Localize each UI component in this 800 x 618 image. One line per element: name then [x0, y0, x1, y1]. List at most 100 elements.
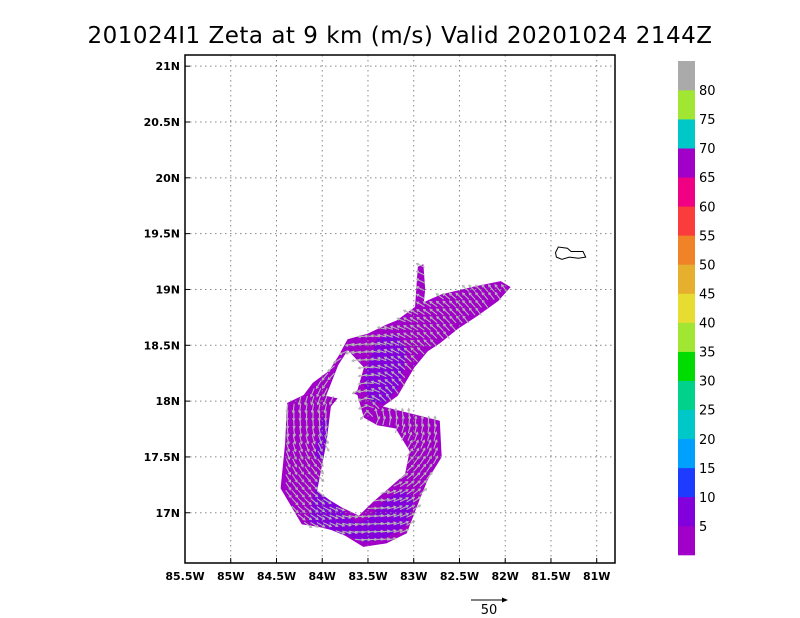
- wind-vector: [414, 432, 419, 441]
- wind-vector: [374, 499, 384, 502]
- wind-vector: [371, 395, 380, 401]
- wind-vector-head: [357, 342, 361, 347]
- wind-vector: [377, 372, 387, 378]
- wind-vector: [403, 309, 413, 315]
- wind-vector-head: [433, 423, 438, 427]
- wind-vector-head: [351, 343, 355, 347]
- wind-vector-head: [455, 307, 459, 312]
- wind-vector: [391, 378, 399, 386]
- wind-vector-head: [416, 309, 420, 313]
- wind-vector-head: [374, 407, 378, 412]
- wind-vector: [345, 350, 355, 355]
- colorbar: 5 10 15 20 25 30 35 40 45 50 55 60 65 70 75 80: [678, 61, 716, 556]
- wind-vector-head: [474, 284, 479, 288]
- wind-vector: [305, 403, 308, 413]
- wind-vector: [348, 530, 358, 534]
- x-tick-label: 84W: [309, 570, 336, 583]
- wind-vector-head: [405, 497, 410, 501]
- wind-vector-head: [416, 324, 420, 328]
- wind-vector: [456, 315, 463, 324]
- wind-vector-head: [442, 315, 446, 320]
- colorbar-segment: [678, 61, 695, 91]
- wind-vector-head: [293, 448, 297, 453]
- wind-vector-head: [287, 456, 291, 461]
- wind-vector: [410, 347, 419, 355]
- wind-vector: [327, 372, 335, 381]
- wind-vector: [386, 513, 396, 518]
- wind-vector-head: [428, 455, 432, 459]
- wind-vector-head: [297, 402, 301, 406]
- wind-vector: [384, 379, 393, 386]
- wind-vector-head: [363, 365, 368, 370]
- wind-vector-head: [411, 472, 415, 476]
- wind-vector: [384, 371, 393, 378]
- wind-vector: [304, 466, 311, 475]
- wind-vector-head: [462, 307, 466, 311]
- wind-vector-head: [410, 447, 414, 452]
- wind-vector: [384, 364, 393, 370]
- wind-vector: [403, 332, 412, 339]
- wind-vector: [399, 529, 409, 534]
- colorbar-segment: [678, 438, 695, 469]
- wind-vector-head: [399, 489, 403, 493]
- wind-vector-head: [399, 481, 403, 485]
- wind-vector: [393, 497, 403, 503]
- wind-vector: [285, 458, 291, 468]
- wind-vector-head: [320, 463, 324, 468]
- wind-vector-head: [417, 463, 421, 468]
- wind-vector-head: [415, 439, 419, 443]
- wind-vector-head: [293, 441, 297, 445]
- wind-vector: [468, 307, 476, 316]
- wind-vector: [407, 432, 412, 441]
- wind-vector: [380, 530, 390, 533]
- wind-vector: [420, 439, 425, 449]
- wind-vector-head: [409, 309, 413, 313]
- wind-vector: [305, 427, 309, 437]
- wind-vector: [427, 416, 430, 426]
- wind-vector: [384, 341, 393, 346]
- wind-vector-head: [370, 372, 374, 377]
- wind-vector-head: [433, 415, 437, 419]
- wind-vector-head: [398, 377, 402, 382]
- wind-vector: [377, 334, 387, 338]
- wind-vector: [354, 538, 364, 541]
- wind-vector-head: [335, 523, 339, 527]
- wind-vector-head: [383, 325, 387, 329]
- wind-vector: [419, 456, 426, 465]
- wind-vector: [395, 408, 398, 418]
- wind-vector: [391, 371, 400, 378]
- wind-vector: [377, 357, 387, 362]
- wind-vector-head: [390, 363, 394, 367]
- wind-vector: [384, 333, 393, 338]
- wind-vector-head: [326, 448, 330, 452]
- wind-vector-head: [405, 520, 410, 525]
- wind-vector-head: [428, 447, 432, 451]
- wind-vector: [388, 416, 392, 426]
- wind-vector: [378, 394, 387, 402]
- wind-vector-head: [435, 293, 439, 297]
- wind-vector-head: [415, 278, 420, 282]
- colorbar-segment: [678, 525, 695, 556]
- wind-vector: [298, 474, 305, 483]
- wind-vector-head: [415, 262, 419, 266]
- wind-vector: [329, 522, 339, 527]
- wind-vector: [399, 521, 409, 526]
- wind-vector-head: [363, 350, 368, 354]
- wind-vector: [423, 324, 432, 331]
- wind-vector-head: [416, 346, 421, 351]
- wind-vector-head: [357, 406, 362, 410]
- wind-vector: [386, 506, 396, 510]
- wind-vector-head: [315, 494, 319, 498]
- wind-vector-head: [416, 455, 420, 460]
- wind-vector: [371, 334, 381, 338]
- wind-vector-head: [350, 351, 355, 355]
- wind-vector-head: [320, 471, 325, 475]
- wind-vector: [412, 504, 421, 511]
- wind-vector: [317, 395, 321, 405]
- wind-vector: [413, 456, 420, 465]
- wind-vector-head: [411, 504, 416, 508]
- wind-vector-head: [475, 307, 479, 311]
- wind-vector: [430, 331, 438, 339]
- wind-vector: [310, 490, 318, 498]
- wind-vector: [410, 332, 419, 339]
